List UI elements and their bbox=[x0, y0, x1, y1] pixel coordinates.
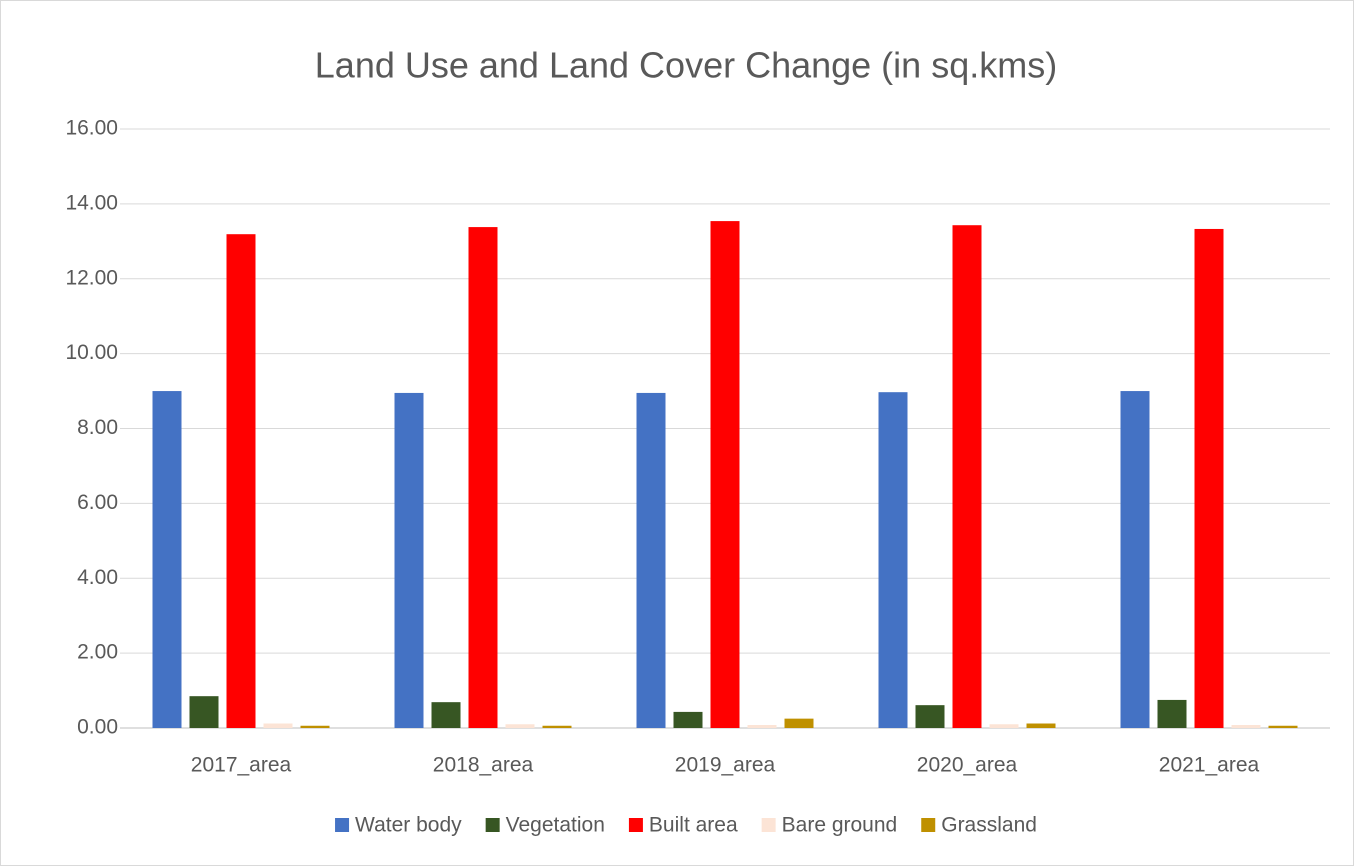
legend-label: Vegetation bbox=[506, 814, 605, 837]
bar bbox=[784, 718, 814, 728]
legend-label: Bare ground bbox=[782, 814, 898, 837]
y-tick-label: 14.00 bbox=[65, 191, 118, 214]
bar bbox=[673, 711, 703, 728]
bar bbox=[747, 725, 777, 728]
legend-label: Water body bbox=[355, 814, 462, 837]
legend-swatch bbox=[335, 818, 350, 832]
bar bbox=[505, 724, 535, 728]
x-tick-label: 2018_area bbox=[433, 754, 534, 777]
y-tick-label: 0.00 bbox=[77, 716, 118, 739]
bar bbox=[542, 725, 572, 728]
x-tick-label: 2017_area bbox=[191, 754, 292, 777]
bar bbox=[1157, 699, 1187, 728]
bar bbox=[710, 221, 740, 728]
y-tick-label: 4.00 bbox=[77, 566, 118, 589]
bar bbox=[1194, 228, 1224, 728]
y-tick-label: 6.00 bbox=[77, 491, 118, 514]
legend-swatch bbox=[921, 818, 936, 832]
x-tick-label: 2021_area bbox=[1159, 754, 1260, 777]
y-tick-label: 16.00 bbox=[65, 117, 118, 140]
legend-label: Grassland bbox=[941, 814, 1037, 837]
x-tick-label: 2020_area bbox=[917, 754, 1018, 777]
chart-title: Land Use and Land Cover Change (in sq.km… bbox=[315, 45, 1057, 86]
bar bbox=[915, 705, 945, 728]
bar bbox=[431, 702, 461, 728]
y-tick-label: 2.00 bbox=[77, 641, 118, 664]
bar bbox=[636, 392, 666, 728]
bar bbox=[878, 392, 908, 728]
bar bbox=[468, 227, 498, 728]
y-tick-label: 10.00 bbox=[65, 341, 118, 364]
bar bbox=[394, 392, 424, 728]
bar bbox=[1120, 391, 1150, 728]
bar bbox=[1231, 725, 1261, 728]
bar bbox=[989, 724, 1019, 728]
legend-label: Built area bbox=[649, 814, 738, 837]
bar bbox=[189, 696, 219, 728]
y-tick-label: 12.00 bbox=[65, 266, 118, 289]
bar bbox=[226, 234, 256, 728]
x-tick-label: 2019_area bbox=[675, 754, 776, 777]
bar bbox=[952, 225, 982, 729]
y-tick-label: 8.00 bbox=[77, 416, 118, 439]
legend-swatch bbox=[761, 818, 776, 832]
bar bbox=[1026, 723, 1056, 728]
bar bbox=[152, 391, 182, 728]
bar bbox=[300, 725, 330, 728]
bar bbox=[1268, 725, 1298, 728]
legend-swatch bbox=[628, 818, 643, 832]
bar bbox=[263, 723, 293, 728]
legend-swatch bbox=[485, 818, 500, 832]
